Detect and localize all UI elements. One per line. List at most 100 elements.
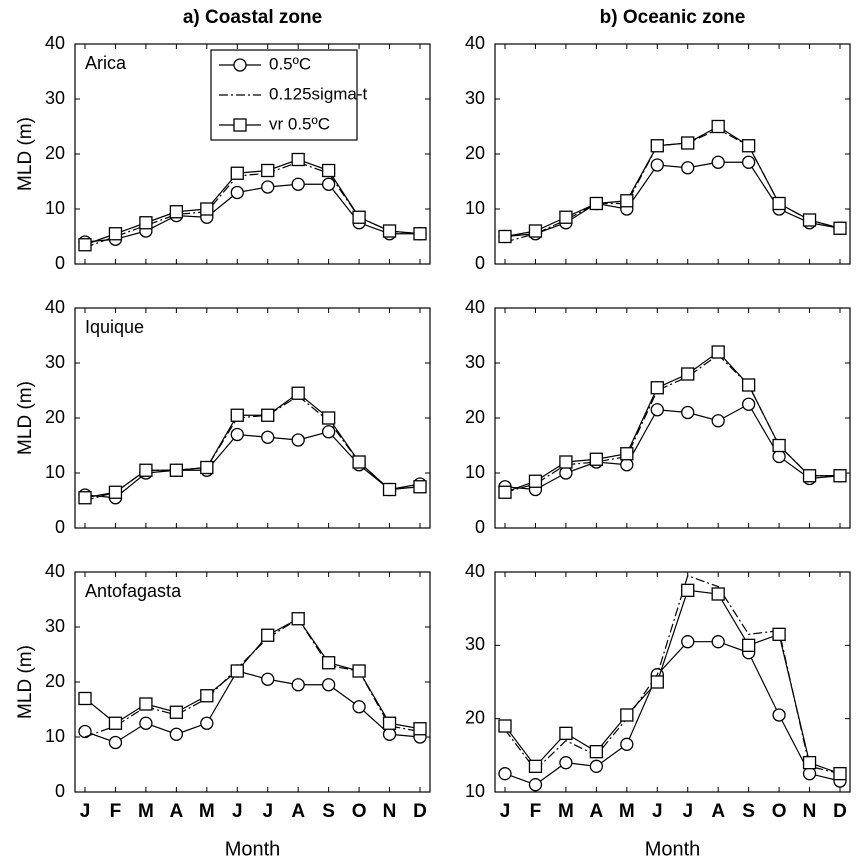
- marker: [78, 238, 92, 252]
- x-tick-label: M: [138, 801, 154, 822]
- marker: [78, 491, 92, 505]
- y-tick-label: 40: [465, 561, 485, 581]
- y-tick-label: 30: [45, 88, 65, 108]
- marker: [261, 408, 275, 422]
- marker: [620, 708, 634, 722]
- x-tick-label: J: [652, 801, 663, 822]
- marker: [382, 224, 397, 238]
- marker: [620, 447, 634, 461]
- panel-title: b) Oceanic zone: [600, 7, 746, 28]
- marker: [833, 221, 847, 235]
- marker: [321, 411, 336, 425]
- marker: [772, 708, 786, 722]
- marker: [498, 767, 512, 781]
- series-line: [84, 670, 421, 744]
- x-tick-label: A: [291, 801, 305, 822]
- marker: [650, 139, 664, 153]
- marker: [261, 628, 275, 642]
- marker: [650, 158, 664, 172]
- marker: [321, 163, 336, 178]
- marker: [169, 205, 184, 219]
- y-tick-label: 30: [45, 352, 65, 372]
- marker: [413, 722, 427, 736]
- marker: [772, 449, 786, 464]
- marker: [352, 664, 366, 678]
- marker: [139, 216, 153, 230]
- marker: [230, 185, 244, 200]
- x-tick-label: D: [413, 801, 427, 822]
- y-tick-label: 30: [465, 88, 485, 108]
- y-tick-label: 40: [45, 33, 65, 53]
- series-line: [504, 589, 841, 775]
- x-axis-label: Month: [645, 838, 701, 860]
- x-tick-label: M: [199, 801, 215, 822]
- marker: [382, 727, 397, 741]
- marker: [413, 227, 427, 241]
- marker: [559, 210, 573, 224]
- marker: [772, 438, 786, 453]
- x-tick-label: F: [530, 801, 542, 822]
- marker: [139, 697, 153, 711]
- marker: [352, 700, 366, 714]
- y-tick-label: 0: [475, 253, 485, 273]
- marker: [413, 480, 427, 494]
- y-tick-label: 0: [55, 253, 65, 273]
- series-line: [504, 641, 841, 786]
- location-label: Arica: [85, 53, 127, 73]
- y-tick-label: 10: [465, 462, 485, 482]
- y-axis-label: MLD (m): [15, 117, 36, 191]
- marker: [620, 458, 634, 472]
- marker: [498, 229, 512, 244]
- marker: [169, 705, 184, 719]
- marker: [681, 136, 695, 150]
- marker: [559, 756, 573, 770]
- y-axis-label: MLD (m): [15, 645, 36, 719]
- marker: [741, 638, 756, 652]
- marker: [291, 612, 305, 626]
- y-axis-label: MLD (m): [15, 381, 36, 455]
- marker: [559, 726, 573, 740]
- marker: [230, 427, 244, 442]
- marker: [230, 166, 244, 180]
- marker: [352, 210, 366, 224]
- plot-frame: [494, 307, 851, 529]
- marker: [291, 177, 305, 191]
- y-tick-label: 10: [45, 726, 65, 746]
- x-tick-label: N: [383, 801, 397, 822]
- location-label: Antofagasta: [85, 581, 182, 601]
- legend-marker: [233, 118, 247, 132]
- y-tick-label: 40: [45, 297, 65, 317]
- y-tick-label: 20: [465, 143, 485, 163]
- marker: [620, 737, 634, 751]
- x-tick-label: D: [833, 801, 847, 822]
- marker: [528, 759, 543, 773]
- y-tick-label: 40: [45, 561, 65, 581]
- marker: [741, 378, 756, 392]
- marker: [589, 452, 604, 466]
- y-tick-label: 10: [45, 462, 65, 482]
- marker: [711, 414, 725, 428]
- marker: [833, 469, 847, 483]
- legend-label: vr 0.5ºC: [269, 114, 330, 133]
- series-line: [84, 617, 421, 738]
- marker: [559, 466, 573, 480]
- legend-label: 0.5ºC: [269, 54, 311, 73]
- x-tick-label: S: [742, 801, 755, 822]
- y-tick-label: 0: [475, 517, 485, 537]
- y-tick-label: 30: [465, 352, 485, 372]
- marker: [382, 482, 397, 497]
- y-tick-label: 0: [55, 781, 65, 801]
- marker: [681, 405, 695, 420]
- x-tick-label: J: [500, 801, 511, 822]
- marker: [291, 433, 305, 447]
- series-line: [504, 574, 841, 775]
- marker: [711, 345, 725, 359]
- marker: [230, 664, 244, 678]
- marker: [711, 155, 725, 169]
- y-tick-label: 10: [45, 198, 65, 218]
- marker: [802, 756, 817, 770]
- x-tick-label: M: [558, 801, 574, 822]
- x-tick-label: A: [169, 801, 183, 822]
- x-tick-label: S: [322, 801, 335, 822]
